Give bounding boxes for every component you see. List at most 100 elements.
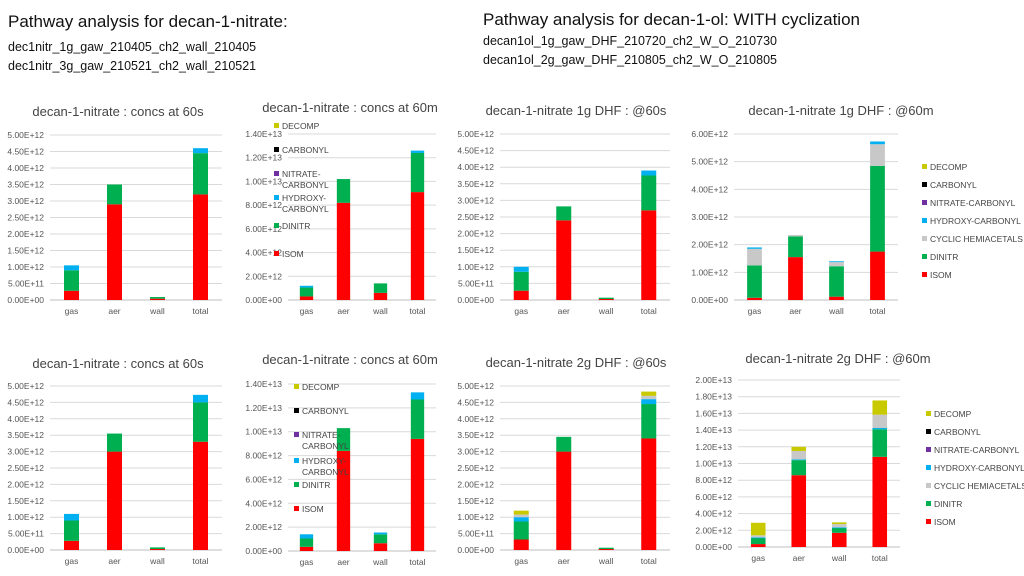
x-tick-label: gas — [514, 556, 528, 566]
bar-segment — [641, 210, 657, 300]
bar-segment — [747, 265, 762, 298]
bar-segment — [336, 179, 351, 203]
y-tick-label: 1.80E+13 — [695, 392, 732, 402]
y-tick-label: 5.00E+12 — [7, 130, 44, 140]
legend-swatch — [926, 465, 931, 470]
y-tick-label: 4.50E+12 — [457, 146, 494, 156]
y-tick-label: 1.00E+13 — [245, 427, 282, 437]
y-tick-label: 4.00E+12 — [695, 509, 732, 519]
legend-label: HYDROXY-CARBONYL — [934, 463, 1024, 473]
y-tick-label: 2.50E+12 — [7, 463, 44, 473]
y-tick-label: 1.00E+13 — [245, 176, 282, 186]
y-tick-label: 1.60E+13 — [695, 408, 732, 418]
legend-label: ISOM — [302, 504, 324, 514]
y-tick-label: 1.00E+12 — [457, 262, 494, 272]
y-tick-label: 0.00E+00 — [245, 546, 282, 556]
bar-segment — [598, 297, 614, 300]
legend-label: HYDROXY- — [282, 193, 326, 203]
legend-swatch — [294, 384, 299, 389]
bar-segment — [299, 534, 314, 539]
bar-segment — [750, 537, 766, 539]
right-header-line-2: decan1ol_2g_gaw_DHF_210805_ch2_W_O_21080… — [483, 53, 777, 67]
bar-segment — [831, 524, 847, 528]
x-tick-label: gas — [751, 553, 765, 563]
legend-swatch — [926, 501, 931, 506]
bar-segment — [64, 540, 79, 550]
bar-segment — [410, 152, 425, 193]
legend-swatch — [926, 411, 931, 416]
legend-label: DINITR — [302, 480, 330, 490]
bar-segment — [870, 144, 885, 166]
legend-swatch — [274, 223, 279, 228]
legend-swatch — [274, 195, 279, 200]
y-tick-label: 1.20E+13 — [245, 153, 282, 163]
legend-label: NITRATE-CARBONYL — [934, 445, 1020, 455]
bar-segment — [513, 266, 529, 272]
x-tick-label: total — [641, 306, 657, 316]
y-tick-label: 2.50E+12 — [457, 463, 494, 473]
x-tick-label: aer — [558, 556, 570, 566]
bar-segment — [299, 546, 314, 551]
y-tick-label: 4.00E+12 — [691, 184, 728, 194]
y-tick-label: 3.50E+12 — [7, 430, 44, 440]
y-tick-label: 2.00E+12 — [691, 240, 728, 250]
bar-segment — [513, 510, 529, 515]
legend-swatch — [926, 447, 931, 452]
y-tick-label: 2.00E+12 — [695, 525, 732, 535]
y-tick-label: 3.00E+12 — [457, 447, 494, 457]
chart-panel: decan-1-nitrate 1g DHF : @60s 0.00E+00 5.0… — [448, 98, 688, 326]
chart-title: decan-1-nitrate : concs at 60m — [262, 100, 438, 115]
y-tick-label: 1.00E+13 — [695, 459, 732, 469]
y-tick-label: 2.50E+12 — [457, 212, 494, 222]
y-tick-label: 2.00E+13 — [695, 375, 732, 385]
bar-segment — [64, 513, 79, 521]
bar-segment — [299, 287, 314, 297]
bar-segment — [747, 247, 762, 249]
y-tick-label: 3.00E+12 — [7, 196, 44, 206]
bar-segment — [193, 148, 208, 154]
bar-segment — [641, 404, 657, 439]
y-tick-label: 8.00E+12 — [695, 475, 732, 485]
bar-segment — [831, 522, 847, 525]
chart-svg: decan-1-nitrate : concs at 60s 0.00E+00 5.… — [7, 104, 222, 316]
chart-title: decan-1-nitrate : concs at 60s — [32, 104, 204, 119]
chart-panel: decan-1-nitrate : concs at 60s 0.00E+00 5.… — [0, 350, 232, 576]
x-tick-label: total — [872, 553, 888, 563]
legend-swatch — [294, 432, 299, 437]
bar-segment — [336, 450, 351, 551]
y-tick-label: 4.00E+12 — [7, 163, 44, 173]
right-header-title: Pathway analysis for decan-1-ol: WITH cy… — [483, 10, 860, 29]
x-tick-label: total — [192, 306, 208, 316]
x-tick-label: wall — [149, 556, 165, 566]
y-tick-label: 5.00E+11 — [458, 278, 494, 288]
bar-segment — [747, 297, 762, 300]
y-tick-label: 1.00E+12 — [7, 512, 44, 522]
x-tick-label: aer — [558, 306, 570, 316]
bar-segment — [64, 270, 79, 291]
bar-segment — [299, 538, 314, 547]
bar-segment — [513, 517, 529, 522]
legend-label: CYCLIC HEMIACETALS — [934, 481, 1024, 491]
legend-swatch — [926, 483, 931, 488]
chart-panel: decan-1-nitrate : concs at 60s 0.00E+00 5.… — [0, 98, 232, 326]
y-tick-label: 3.00E+12 — [7, 447, 44, 457]
chart-panel: decan-1-nitrate 1g DHF : @60m 0.00E+00 1.0… — [688, 98, 1024, 326]
bar-segment — [556, 436, 572, 452]
y-tick-label: 2.00E+12 — [457, 229, 494, 239]
x-tick-label: gas — [514, 306, 528, 316]
y-tick-label: 3.50E+12 — [457, 179, 494, 189]
legend-swatch — [274, 171, 279, 176]
y-tick-label: 4.50E+12 — [7, 397, 44, 407]
y-tick-label: 1.40E+13 — [695, 425, 732, 435]
y-tick-label: 8.00E+12 — [245, 200, 282, 210]
y-tick-label: 1.00E+12 — [457, 512, 494, 522]
legend-label: DINITR — [930, 252, 958, 262]
x-tick-label: aer — [789, 306, 801, 316]
y-tick-label: 1.50E+12 — [7, 246, 44, 256]
y-tick-label: 5.00E+11 — [458, 529, 494, 539]
bar-segment — [641, 391, 657, 396]
legend-label: CARBONYL — [282, 180, 329, 190]
chart-svg: decan-1-nitrate : concs at 60m 0.00E+00 2.… — [245, 352, 437, 567]
y-tick-label: 6.00E+12 — [245, 474, 282, 484]
legend-label: CARBONYL — [930, 180, 977, 190]
